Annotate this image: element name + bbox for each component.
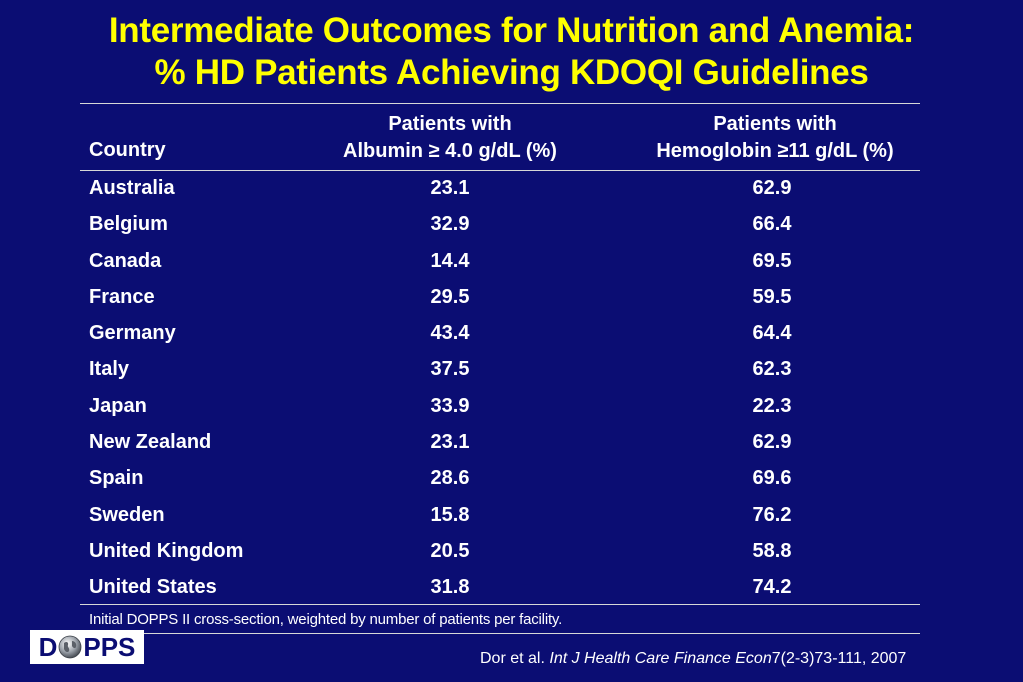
cell-country: Sweden <box>89 503 165 527</box>
cell-albumin: 32.9 <box>400 212 500 236</box>
cell-hemoglobin: 59.5 <box>722 285 822 309</box>
cell-hemoglobin: 76.2 <box>722 503 822 527</box>
cell-hemoglobin: 74.2 <box>722 575 822 599</box>
table-row: Belgium 32.9 66.4 <box>0 210 1023 246</box>
slide: Intermediate Outcomes for Nutrition and … <box>0 0 1023 682</box>
cell-hemoglobin: 64.4 <box>722 321 822 345</box>
table-row: Spain 28.6 69.6 <box>0 464 1023 500</box>
cell-albumin: 28.6 <box>400 466 500 490</box>
cell-hemoglobin: 62.9 <box>722 430 822 454</box>
cell-albumin: 29.5 <box>400 285 500 309</box>
table-row: France 29.5 59.5 <box>0 283 1023 319</box>
cell-country: United States <box>89 575 217 599</box>
cell-albumin: 23.1 <box>400 176 500 200</box>
cell-albumin: 37.5 <box>400 357 500 381</box>
table-top-rule <box>80 103 920 104</box>
table-row: United Kingdom 20.5 58.8 <box>0 537 1023 573</box>
title-line-1: Intermediate Outcomes for Nutrition and … <box>0 10 1023 52</box>
table-footnote: Initial DOPPS II cross-section, weighted… <box>89 610 562 630</box>
cell-country: Canada <box>89 249 161 273</box>
cell-albumin: 31.8 <box>400 575 500 599</box>
logo-text-left: D <box>39 632 58 663</box>
header-hemoglobin-line-1: Patients with <box>625 111 925 138</box>
table-bottom-rule <box>80 604 920 605</box>
table-row: Germany 43.4 64.4 <box>0 319 1023 355</box>
table-row: Australia 23.1 62.9 <box>0 174 1023 210</box>
header-hemoglobin: Patients with Hemoglobin ≥11 g/dL (%) <box>625 111 925 165</box>
cell-country: New Zealand <box>89 430 211 454</box>
header-albumin-line-1: Patients with <box>305 111 595 138</box>
table-row: Sweden 15.8 76.2 <box>0 501 1023 537</box>
cell-hemoglobin: 62.3 <box>722 357 822 381</box>
citation-journal: Int J Health Care Finance Econ <box>549 650 771 667</box>
header-hemoglobin-line-2: Hemoglobin ≥11 g/dL (%) <box>625 138 925 165</box>
cell-country: Spain <box>89 466 143 490</box>
globe-icon <box>58 635 82 659</box>
logo-text-right: PPS <box>83 632 135 663</box>
cell-albumin: 14.4 <box>400 249 500 273</box>
cell-country: France <box>89 285 155 309</box>
table-body: Australia 23.1 62.9 Belgium 32.9 66.4 Ca… <box>0 174 1023 610</box>
cell-hemoglobin: 69.6 <box>722 466 822 490</box>
citation-authors: Dor et al. <box>480 650 545 667</box>
cell-hemoglobin: 66.4 <box>722 212 822 236</box>
table-row: Canada 14.4 69.5 <box>0 247 1023 283</box>
table-row: New Zealand 23.1 62.9 <box>0 428 1023 464</box>
cell-hemoglobin: 62.9 <box>722 176 822 200</box>
table-header-rule <box>80 170 920 171</box>
footnote-rule <box>80 633 920 634</box>
dopps-logo: D PPS <box>30 630 144 664</box>
table-row: Japan 33.9 22.3 <box>0 392 1023 428</box>
cell-country: Belgium <box>89 212 168 236</box>
table-row: Italy 37.5 62.3 <box>0 355 1023 391</box>
citation-ref: 7(2-3)73-111, 2007 <box>772 650 907 667</box>
cell-albumin: 15.8 <box>400 503 500 527</box>
cell-hemoglobin: 58.8 <box>722 539 822 563</box>
cell-albumin: 20.5 <box>400 539 500 563</box>
cell-country: Italy <box>89 357 129 381</box>
cell-hemoglobin: 22.3 <box>722 394 822 418</box>
cell-country: Australia <box>89 176 175 200</box>
title-line-2: % HD Patients Achieving KDOQI Guidelines <box>0 52 1023 94</box>
cell-country: Japan <box>89 394 147 418</box>
citation: Dor et al. Int J Health Care Finance Eco… <box>480 648 906 670</box>
cell-albumin: 43.4 <box>400 321 500 345</box>
header-albumin: Patients with Albumin ≥ 4.0 g/dL (%) <box>305 111 595 165</box>
cell-country: United Kingdom <box>89 539 243 563</box>
header-albumin-line-2: Albumin ≥ 4.0 g/dL (%) <box>305 138 595 165</box>
cell-albumin: 33.9 <box>400 394 500 418</box>
header-country: Country <box>89 137 166 164</box>
slide-title: Intermediate Outcomes for Nutrition and … <box>0 10 1023 94</box>
cell-albumin: 23.1 <box>400 430 500 454</box>
cell-country: Germany <box>89 321 176 345</box>
cell-hemoglobin: 69.5 <box>722 249 822 273</box>
